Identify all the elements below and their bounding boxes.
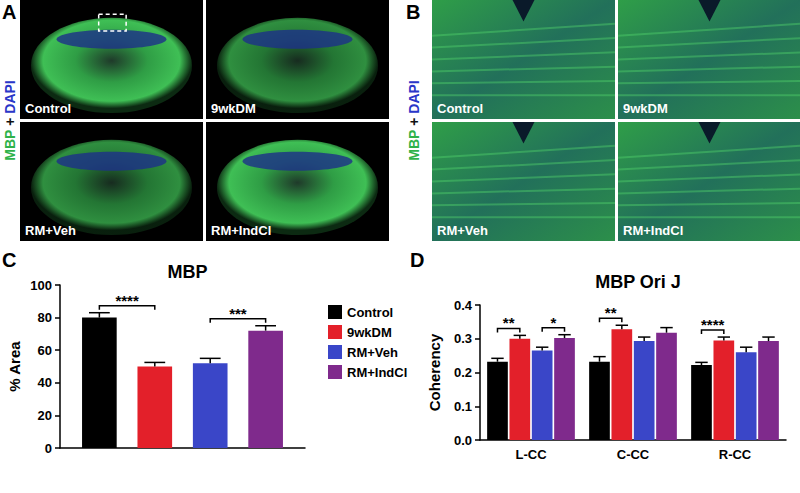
svg-text:+: + <box>406 118 422 126</box>
svg-text:Control: Control <box>25 101 71 116</box>
svg-text:0.1: 0.1 <box>454 399 472 414</box>
svg-text:9wkDM: 9wkDM <box>211 101 256 116</box>
svg-text:RM+IndCl: RM+IndCl <box>347 365 407 380</box>
svg-text:**: ** <box>605 304 617 321</box>
svg-text:RM+IndCl: RM+IndCl <box>211 223 271 238</box>
svg-text:Control: Control <box>437 101 483 116</box>
svg-text:RM+Veh: RM+Veh <box>25 223 76 238</box>
svg-text:A: A <box>2 1 16 23</box>
svg-text:****: **** <box>115 292 139 309</box>
svg-text:RM+Veh: RM+Veh <box>347 345 398 360</box>
svg-text:80: 80 <box>38 310 52 325</box>
svg-text:C-CC: C-CC <box>617 447 650 462</box>
svg-text:***: *** <box>229 305 247 322</box>
svg-text:Control: Control <box>347 305 393 320</box>
svg-text:100: 100 <box>30 278 52 293</box>
svg-text:60: 60 <box>38 343 52 358</box>
svg-text:****: **** <box>701 316 725 333</box>
svg-text:C: C <box>2 249 16 271</box>
svg-text:MBP: MBP <box>2 130 18 161</box>
svg-text:RM+Veh: RM+Veh <box>437 223 488 238</box>
svg-text:RM+IndCl: RM+IndCl <box>623 223 683 238</box>
svg-text:9wkDM: 9wkDM <box>623 101 668 116</box>
svg-text:MBP Ori J: MBP Ori J <box>595 272 681 292</box>
svg-text:0.3: 0.3 <box>454 331 472 346</box>
svg-text:40: 40 <box>38 375 52 390</box>
svg-text:9wkDM: 9wkDM <box>347 325 392 340</box>
svg-text:DAPI: DAPI <box>406 80 422 113</box>
svg-text:20: 20 <box>38 408 52 423</box>
svg-text:+: + <box>2 118 18 126</box>
svg-text:MBP: MBP <box>168 262 208 282</box>
svg-text:Coherency: Coherency <box>426 333 443 411</box>
svg-text:*: * <box>550 314 556 331</box>
svg-text:**: ** <box>503 314 515 331</box>
svg-text:0.0: 0.0 <box>454 433 472 448</box>
svg-text:MBP: MBP <box>406 130 422 161</box>
svg-text:% Area: % Area <box>6 341 23 392</box>
svg-text:R-CC: R-CC <box>719 447 752 462</box>
svg-text:0: 0 <box>45 441 52 456</box>
svg-text:L-CC: L-CC <box>515 447 547 462</box>
svg-text:DAPI: DAPI <box>2 80 18 113</box>
svg-text:B: B <box>406 1 420 23</box>
svg-text:0.2: 0.2 <box>454 365 472 380</box>
svg-text:0.4: 0.4 <box>454 298 473 313</box>
svg-text:D: D <box>410 249 424 271</box>
